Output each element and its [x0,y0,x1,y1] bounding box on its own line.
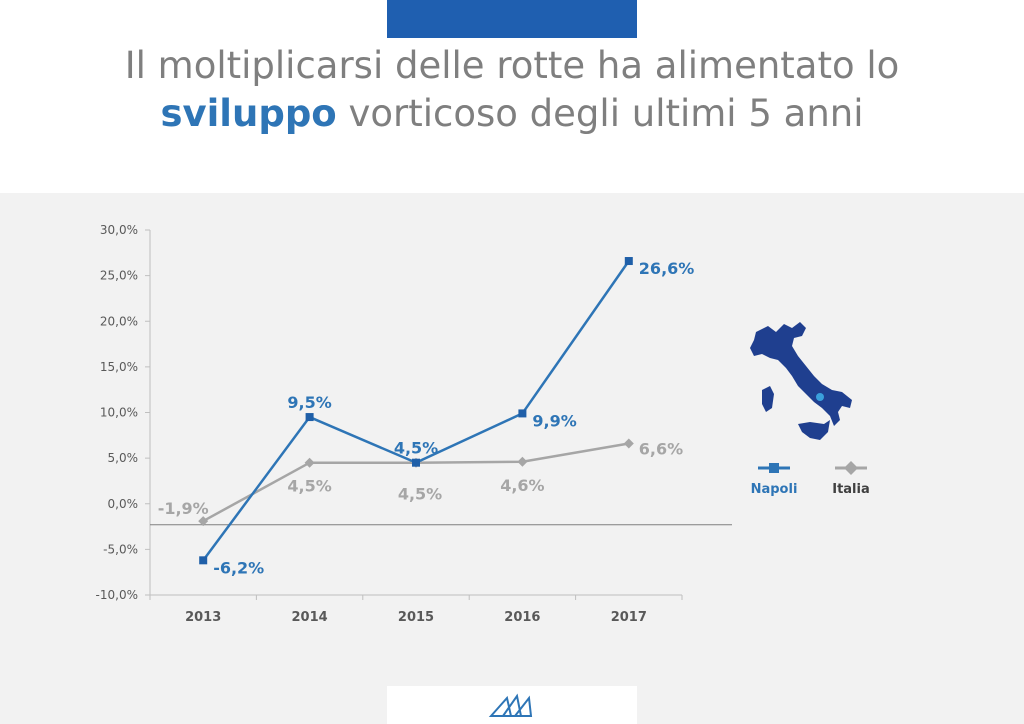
y-tick-label: 15,0% [100,360,138,374]
y-tick-label: 30,0% [100,223,138,237]
legend-item-italia[interactable]: Italia [821,458,881,508]
data-label-italia: -1,9% [158,499,209,518]
x-tick-label: 2017 [611,610,647,625]
legend-marker-napoli [758,463,790,473]
data-label-napoli: -6,2% [213,558,264,577]
x-tick-label: 2016 [504,610,540,625]
legend-label-napoli: Napoli [750,482,798,497]
data-point-italia [623,438,634,449]
data-point-napoli [412,458,420,467]
y-tick-label: 25,0% [100,269,138,283]
data-label-italia: 4,5% [398,485,442,504]
data-point-napoli [305,413,314,422]
legend-marker-italia [835,461,867,475]
y-tick-label: 5,0% [108,451,139,465]
airport-logo-icon [488,693,533,717]
footer-logo-box [387,686,637,724]
y-tick-label: -10,0% [96,588,138,602]
y-tick-label: 0,0% [108,497,139,511]
data-point-italia [198,516,209,527]
y-tick-label: 20,0% [100,314,138,328]
data-point-napoli [518,409,527,418]
data-label-napoli: 4,5% [394,439,438,458]
chart-legend: Napoli Italia [744,458,884,508]
x-tick-label: 2014 [292,610,328,625]
data-label-italia: 4,6% [500,476,544,495]
title-highlight: sviluppo [160,92,337,135]
data-point-italia [517,456,528,467]
data-point-napoli [199,556,208,565]
data-label-italia: 4,5% [287,477,331,496]
data-label-napoli: 9,5% [287,393,331,412]
x-tick-label: 2013 [185,610,221,625]
data-label-napoli: 9,9% [532,411,576,430]
page-title: Il moltiplicarsi delle rotte ha alimenta… [0,42,1024,138]
y-tick-label: -5,0% [103,542,138,556]
chart-panel [0,193,1024,724]
header-accent-bar [387,0,637,38]
y-tick-label: 10,0% [100,406,138,420]
data-point-italia [304,457,315,468]
data-label-napoli: 26,6% [639,259,695,278]
italy-map-icon [750,322,852,440]
legend-item-napoli[interactable]: Napoli [744,458,804,508]
title-line-2: vorticoso degli ultimi 5 anni [336,92,864,135]
x-tick-label: 2015 [398,610,434,625]
data-label-italia: 6,6% [639,440,683,459]
title-line-1: Il moltiplicarsi delle rotte ha alimenta… [124,44,900,87]
legend-label-italia: Italia [832,482,870,497]
data-point-napoli [624,257,633,266]
